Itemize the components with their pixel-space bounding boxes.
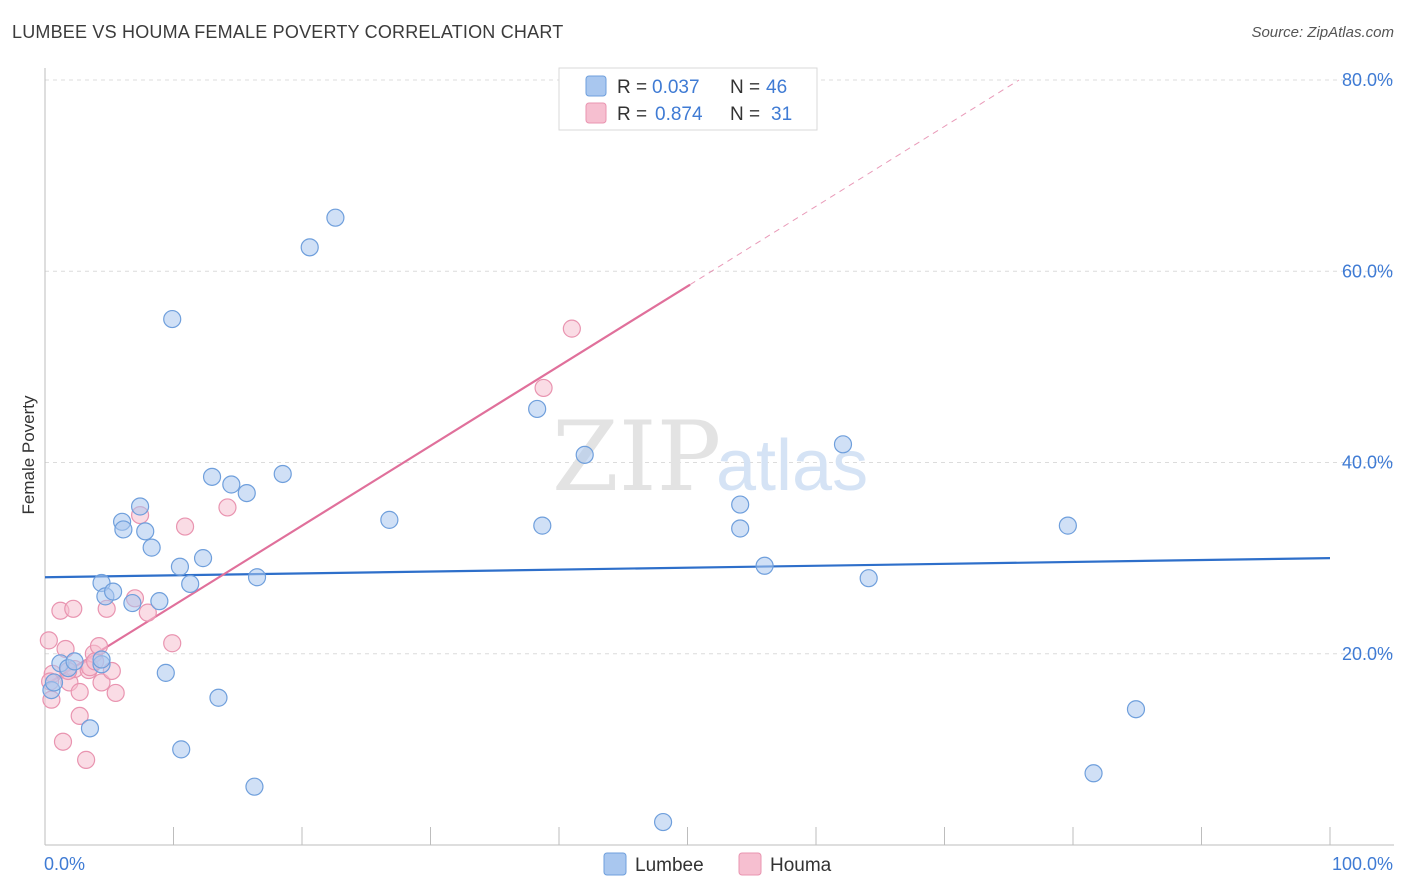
point-lumbee bbox=[170, 557, 190, 576]
point-lumbee bbox=[150, 592, 169, 611]
point-lumbee bbox=[273, 464, 292, 484]
point-lumbee bbox=[92, 650, 111, 669]
legend-swatch-houma bbox=[585, 102, 607, 124]
point-houma bbox=[218, 498, 237, 517]
point-lumbee bbox=[575, 445, 594, 464]
point-lumbee bbox=[245, 777, 264, 796]
point-lumbee bbox=[247, 568, 267, 587]
point-lumbee bbox=[731, 495, 750, 514]
point-houma bbox=[70, 706, 89, 726]
legend-r-label-houma: R = bbox=[617, 104, 647, 125]
point-houma bbox=[106, 683, 125, 703]
point-lumbee bbox=[65, 652, 84, 671]
y-tick-label: 20.0% bbox=[1342, 644, 1393, 664]
point-lumbee bbox=[80, 719, 100, 738]
point-lumbee bbox=[533, 516, 552, 535]
point-lumbee bbox=[104, 582, 123, 601]
trendline-lumbee bbox=[44, 557, 1331, 579]
x-tick-label: 100.0% bbox=[1332, 854, 1393, 874]
x-tick-label: 0.0% bbox=[44, 854, 85, 874]
watermark: ZIP atlas bbox=[552, 401, 868, 513]
legend-n-value-lumbee: 46 bbox=[766, 77, 787, 98]
legend-bottom-label-lumbee: Lumbee bbox=[635, 855, 704, 876]
legend-n-label-houma: N = bbox=[730, 104, 760, 125]
trendlines bbox=[44, 79, 1331, 687]
point-lumbee bbox=[142, 538, 161, 557]
legend-r-value-lumbee: 0.037 bbox=[652, 77, 700, 98]
tick-labels: 20.0% 40.0% 60.0% 80.0% 0.0% 100.0% bbox=[44, 70, 1393, 874]
point-lumbee bbox=[1084, 764, 1103, 783]
legend-bottom-swatch-lumbee bbox=[603, 852, 627, 876]
y-tick-label: 40.0% bbox=[1342, 453, 1393, 473]
point-houma bbox=[39, 631, 58, 650]
legend-r-label-lumbee: R = bbox=[617, 77, 647, 98]
data-points bbox=[39, 208, 1146, 832]
point-lumbee bbox=[123, 593, 142, 613]
source-label: Source: ZipAtlas.com bbox=[1251, 24, 1394, 41]
point-lumbee bbox=[300, 238, 319, 257]
legend-n-value-houma: 31 bbox=[771, 104, 792, 125]
point-houma bbox=[138, 603, 157, 622]
point-lumbee bbox=[653, 812, 673, 832]
point-lumbee bbox=[222, 475, 241, 494]
point-lumbee bbox=[326, 208, 345, 227]
point-houma bbox=[64, 599, 83, 618]
y-axis-title: Female Poverty bbox=[19, 395, 38, 515]
point-houma bbox=[70, 682, 89, 702]
legend-swatch-lumbee bbox=[585, 75, 607, 97]
legend-n-label-lumbee: N = bbox=[730, 77, 760, 98]
trendline-houma-extension bbox=[689, 79, 1020, 286]
legend-bottom-label-houma: Houma bbox=[770, 855, 832, 876]
point-houma bbox=[534, 378, 553, 398]
point-lumbee bbox=[755, 556, 774, 575]
point-lumbee bbox=[181, 574, 200, 594]
point-houma bbox=[163, 634, 182, 653]
point-lumbee bbox=[136, 522, 155, 541]
point-houma bbox=[53, 732, 73, 751]
chart-title: LUMBEE VS HOUMA FEMALE POVERTY CORRELATI… bbox=[12, 22, 564, 42]
point-lumbee bbox=[528, 399, 547, 419]
point-lumbee bbox=[1058, 516, 1077, 535]
point-houma bbox=[562, 319, 581, 338]
point-houma bbox=[77, 750, 96, 769]
point-lumbee bbox=[237, 484, 256, 503]
point-lumbee bbox=[114, 520, 133, 539]
point-houma bbox=[175, 517, 195, 536]
point-lumbee bbox=[202, 467, 222, 486]
legend-bottom-swatch-houma bbox=[738, 852, 762, 876]
point-lumbee bbox=[1126, 700, 1146, 719]
point-lumbee bbox=[209, 688, 228, 707]
point-lumbee bbox=[44, 673, 64, 692]
point-lumbee bbox=[380, 510, 399, 529]
axes bbox=[44, 68, 1394, 846]
series-legend: Lumbee Houma bbox=[603, 852, 832, 876]
point-houma bbox=[92, 673, 111, 692]
point-lumbee bbox=[193, 549, 213, 568]
point-lumbee bbox=[130, 497, 150, 516]
y-tick-label: 60.0% bbox=[1342, 261, 1393, 281]
legend-r-value-houma: 0.874 bbox=[655, 104, 703, 125]
correlation-legend: R = 0.037 N = 46 R = 0.874 N = 31 bbox=[558, 67, 818, 131]
point-lumbee bbox=[172, 740, 191, 759]
point-lumbee bbox=[859, 569, 878, 588]
point-lumbee bbox=[731, 519, 750, 538]
y-tick-label: 80.0% bbox=[1342, 70, 1393, 90]
point-lumbee bbox=[833, 435, 853, 454]
point-lumbee bbox=[163, 309, 182, 329]
point-lumbee bbox=[156, 663, 175, 682]
